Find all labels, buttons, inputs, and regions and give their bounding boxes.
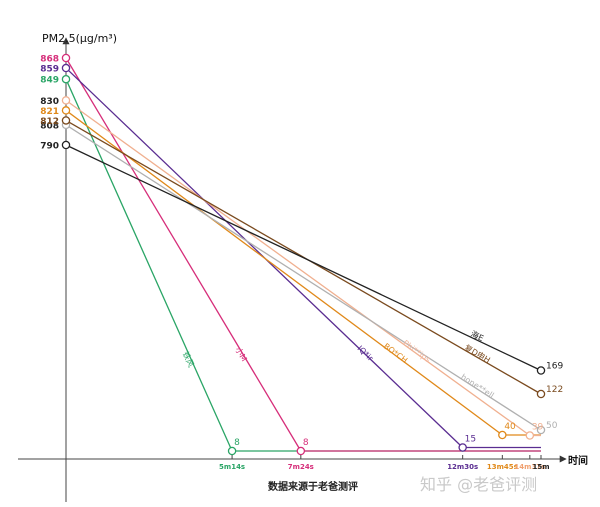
x-tick-label: 5m14s xyxy=(219,463,245,471)
series-line xyxy=(65,124,542,431)
series-name-label: 海E xyxy=(469,328,485,343)
series-line xyxy=(65,109,503,436)
y-axis-title: PM2.5(μg/m³) xyxy=(42,32,117,45)
x-tick-label: 12m30s xyxy=(447,463,478,471)
end-value-label: 39 xyxy=(532,423,544,433)
start-point xyxy=(61,106,71,115)
series-line xyxy=(65,78,233,452)
end-value-label: 122 xyxy=(546,385,563,395)
series-line xyxy=(65,57,302,452)
start-value-label: 830 xyxy=(40,97,59,107)
start-value-label: 821 xyxy=(40,107,59,117)
x-tick-label: 14m37s xyxy=(514,463,545,471)
start-point xyxy=(61,74,71,84)
start-point xyxy=(61,63,71,73)
start-value-label: 808 xyxy=(40,121,59,131)
start-point xyxy=(61,96,71,105)
end-value-label: 50 xyxy=(546,421,558,431)
end-point xyxy=(498,430,507,440)
x-axis-title: 时间 xyxy=(568,454,588,467)
end-point xyxy=(536,425,546,435)
x-tick-label: 15m xyxy=(532,463,549,471)
start-value-label: 849 xyxy=(40,76,59,86)
end-point xyxy=(536,389,546,399)
start-value-label: 790 xyxy=(40,142,59,152)
end-value-label: 15 xyxy=(465,435,476,445)
watermark: 知乎 @老爸评测 xyxy=(420,475,537,494)
series-name-label: hone**ell xyxy=(459,372,495,400)
end-point xyxy=(296,446,306,456)
end-value-label: 40 xyxy=(504,422,516,432)
series-line xyxy=(65,144,542,372)
x-tick-label: 7m24s xyxy=(288,463,314,471)
start-value-label: 859 xyxy=(40,65,59,75)
end-point xyxy=(525,431,535,440)
start-value-label: 812 xyxy=(40,117,59,127)
series-layer xyxy=(61,53,546,456)
end-value-label: 8 xyxy=(234,438,240,448)
start-point xyxy=(61,140,71,150)
end-value-label: 169 xyxy=(546,362,563,372)
series-line xyxy=(65,99,531,437)
end-point xyxy=(536,366,546,375)
x-tick-label: 13m45s xyxy=(487,463,518,471)
start-point xyxy=(61,53,71,63)
end-point xyxy=(458,443,467,452)
label-layer: 5m14s 7m24s 12m30s 13m45s14m37s15m8498铁风868… xyxy=(40,55,563,472)
start-point xyxy=(61,116,71,125)
end-point xyxy=(227,446,237,456)
end-value-label: 8 xyxy=(303,438,309,448)
start-value-label: 868 xyxy=(40,55,59,65)
source-note: 数据来源于老爸测评 xyxy=(268,480,358,493)
